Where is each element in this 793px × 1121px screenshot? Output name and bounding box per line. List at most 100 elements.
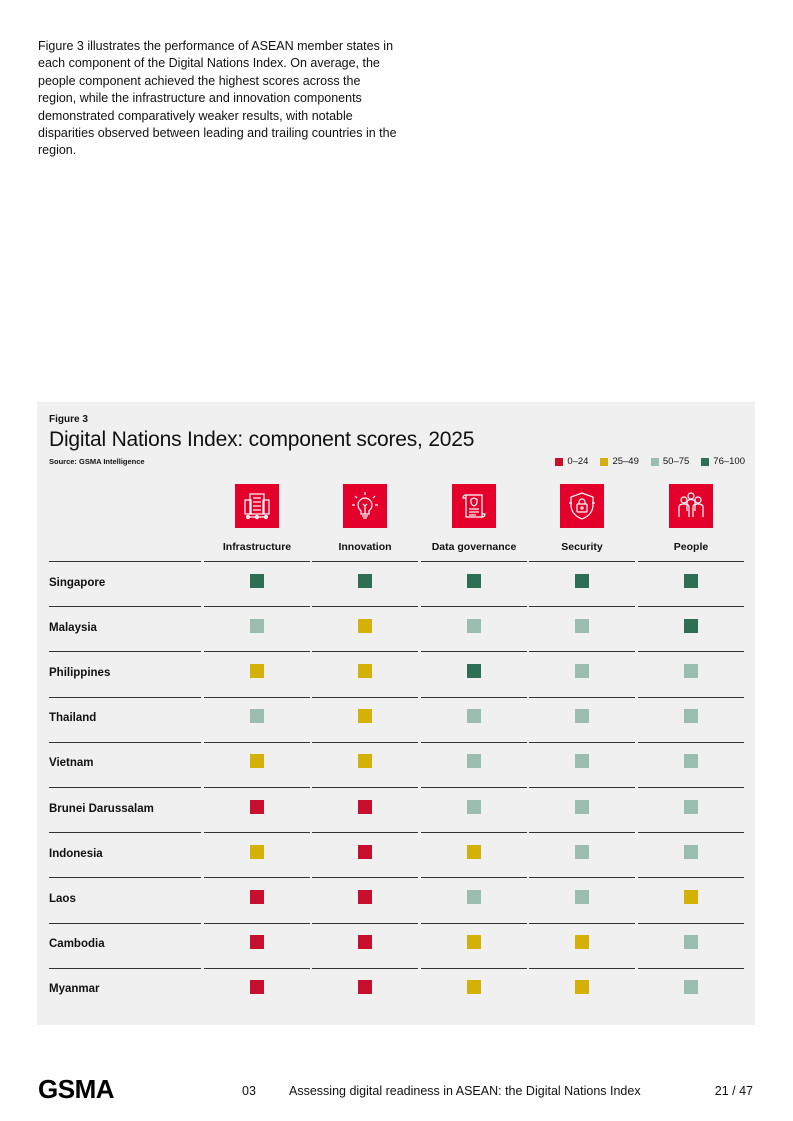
people-icon xyxy=(669,484,713,528)
row-divider xyxy=(312,787,418,788)
row-divider xyxy=(638,787,744,788)
score-cell-midlow xyxy=(358,709,372,724)
legend-item-midlow: 25–49 xyxy=(600,456,639,467)
figure-source: Source: GSMA Intelligence xyxy=(49,457,145,466)
score-cell-low xyxy=(358,935,372,950)
row-divider xyxy=(204,832,310,834)
row-divider xyxy=(529,967,635,969)
column-header: Innovation xyxy=(338,541,392,553)
score-cell-midhigh xyxy=(250,709,264,724)
legend-label: 50–75 xyxy=(662,456,690,467)
row-divider xyxy=(312,561,418,562)
score-cell-low xyxy=(250,799,264,814)
country-label: Indonesia xyxy=(49,847,103,860)
row-divider xyxy=(638,922,744,924)
score-cell-midlow xyxy=(358,618,372,633)
row-divider xyxy=(49,696,201,698)
shield-lock-icon xyxy=(560,484,604,528)
country-label: Malaysia xyxy=(49,621,97,634)
country-label: Thailand xyxy=(49,712,97,725)
row-divider xyxy=(49,741,201,743)
row-divider xyxy=(49,606,201,608)
score-cell-midhigh xyxy=(684,799,698,814)
score-cell-midhigh xyxy=(467,618,481,633)
country-label: Vietnam xyxy=(49,757,94,770)
score-cell-high xyxy=(575,573,589,588)
row-divider xyxy=(638,832,744,834)
country-label: Laos xyxy=(49,893,76,905)
row-divider xyxy=(204,696,310,698)
score-cell-midhigh xyxy=(575,844,589,859)
figure-title: Digital Nations Index: component scores,… xyxy=(49,428,475,451)
score-cell-midhigh xyxy=(684,754,698,769)
score-cell-midhigh xyxy=(467,754,481,769)
row-divider xyxy=(421,606,527,608)
score-cell-midlow xyxy=(575,935,589,950)
row-divider xyxy=(529,877,635,879)
row-divider xyxy=(204,877,310,879)
score-cell-high xyxy=(467,573,481,588)
country-label: Myanmar xyxy=(49,983,100,996)
gsma-logo: GSMA xyxy=(38,1074,160,1106)
row-divider xyxy=(421,561,527,562)
row-divider xyxy=(204,741,310,743)
legend-item-midhigh: 50–75 xyxy=(650,456,690,467)
country-label: Cambodia xyxy=(49,938,105,951)
row-divider xyxy=(312,832,418,834)
legend-label: 0–24 xyxy=(567,456,589,467)
row-divider xyxy=(204,606,310,608)
legend-item-low: 0–24 xyxy=(555,456,588,467)
row-divider xyxy=(529,922,635,924)
score-cell-midlow xyxy=(250,844,264,859)
legend-swatch-midhigh xyxy=(650,457,659,466)
row-divider xyxy=(638,651,744,653)
legend-swatch-high xyxy=(701,457,710,466)
infrastructure-icon xyxy=(235,484,279,528)
row-divider xyxy=(49,922,201,924)
row-divider xyxy=(421,922,527,924)
score-cell-high xyxy=(358,573,372,588)
score-cell-high xyxy=(684,618,698,633)
footer-page-number: 21 / 47 xyxy=(714,1084,753,1098)
row-divider xyxy=(204,967,310,969)
score-cell-midhigh xyxy=(467,890,481,904)
score-cell-midhigh xyxy=(575,754,589,769)
row-divider xyxy=(529,832,635,834)
legend-label: 25–49 xyxy=(612,456,639,467)
row-divider xyxy=(312,967,418,969)
row-divider xyxy=(49,561,201,562)
score-cell-high xyxy=(250,573,264,588)
score-cell-midhigh xyxy=(575,618,589,633)
score-cell-midhigh xyxy=(684,844,698,859)
row-divider xyxy=(204,922,310,924)
score-cell-low xyxy=(250,935,264,950)
row-divider xyxy=(204,651,310,653)
row-divider xyxy=(529,606,635,608)
row-divider xyxy=(529,787,635,788)
score-cell-midhigh xyxy=(467,709,481,724)
score-cell-low xyxy=(250,890,264,904)
score-cell-midlow xyxy=(358,664,372,678)
footer-title: Assessing digital readiness in ASEAN: th… xyxy=(289,1084,641,1098)
score-cell-midlow xyxy=(467,980,481,995)
legend-swatch-low xyxy=(555,457,564,466)
score-cell-low xyxy=(358,980,372,995)
row-divider xyxy=(49,877,201,879)
score-cell-midlow xyxy=(250,664,264,678)
row-divider xyxy=(421,741,527,743)
intro-paragraph: Figure 3 illustrates the performance of … xyxy=(38,39,397,158)
column-header: Infrastructure xyxy=(222,541,292,553)
row-divider xyxy=(312,877,418,879)
column-header: People xyxy=(673,541,709,553)
country-label: Philippines xyxy=(49,667,111,679)
score-cell-low xyxy=(358,844,372,859)
score-cell-midlow xyxy=(467,935,481,950)
score-cell-low xyxy=(358,890,372,904)
row-divider xyxy=(312,651,418,653)
row-divider xyxy=(638,877,744,879)
row-divider xyxy=(638,741,744,743)
row-divider xyxy=(638,967,744,969)
score-cell-high xyxy=(467,664,481,678)
score-cell-midhigh xyxy=(684,709,698,724)
row-divider xyxy=(49,651,201,653)
